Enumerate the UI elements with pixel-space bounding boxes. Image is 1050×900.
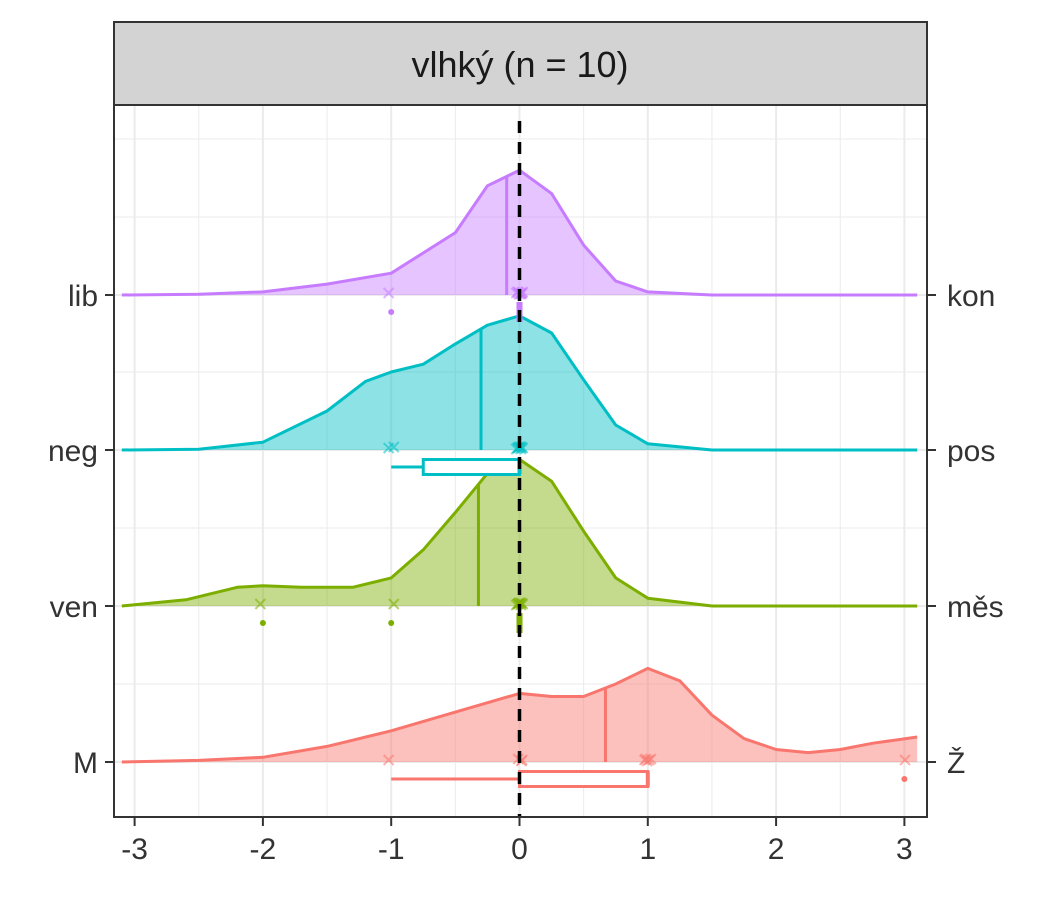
boxplot-collapsed <box>516 613 523 633</box>
y-tick-label-right: Ž <box>947 747 965 780</box>
y-axis-right: kon pos měs Ž <box>927 280 1004 780</box>
x-tick-label: 0 <box>511 833 528 866</box>
x-tick-label: 1 <box>639 833 656 866</box>
data-point <box>643 754 655 766</box>
boxplot-box <box>518 770 650 788</box>
y-tick-label-right: pos <box>947 435 995 468</box>
y-tick-label-right: kon <box>947 280 995 313</box>
y-tick-label-left: lib <box>68 280 98 313</box>
outlier-point <box>388 620 395 626</box>
data-point <box>254 598 267 610</box>
density-line <box>121 666 918 764</box>
density-line <box>121 457 918 608</box>
x-axis: -3 -2 -1 0 1 2 3 <box>121 817 913 866</box>
outlier-point <box>901 776 908 782</box>
y-tick-label-left: neg <box>48 435 98 468</box>
data-point <box>514 597 526 609</box>
strip: vlhký (n = 10) <box>113 21 928 106</box>
density-area <box>121 459 918 606</box>
x-tick-label: -1 <box>378 833 405 866</box>
data-point <box>382 287 395 299</box>
data-point <box>899 754 911 766</box>
x-tick-label: 2 <box>768 833 785 866</box>
outlier-point <box>259 620 266 626</box>
outlier-point <box>388 309 395 315</box>
data-point <box>388 598 400 610</box>
y-tick-label-left: M <box>73 747 98 780</box>
strip-background <box>113 21 928 106</box>
data-point <box>388 441 400 453</box>
chart-title: vlhký (n = 10) <box>411 44 628 85</box>
data-point <box>640 753 652 765</box>
x-tick-label: -2 <box>250 833 277 866</box>
y-tick-label-left: ven <box>50 591 98 624</box>
x-tick-label: -3 <box>121 833 148 866</box>
density-line <box>121 168 918 297</box>
x-tick-label: 3 <box>896 833 913 866</box>
boxplot-box <box>421 458 521 476</box>
ridge-ven <box>121 457 918 633</box>
data-point <box>382 754 395 766</box>
y-axis-left: lib neg ven M <box>48 280 114 780</box>
y-tick-label-right: měs <box>947 591 1004 624</box>
density-line <box>121 314 918 452</box>
